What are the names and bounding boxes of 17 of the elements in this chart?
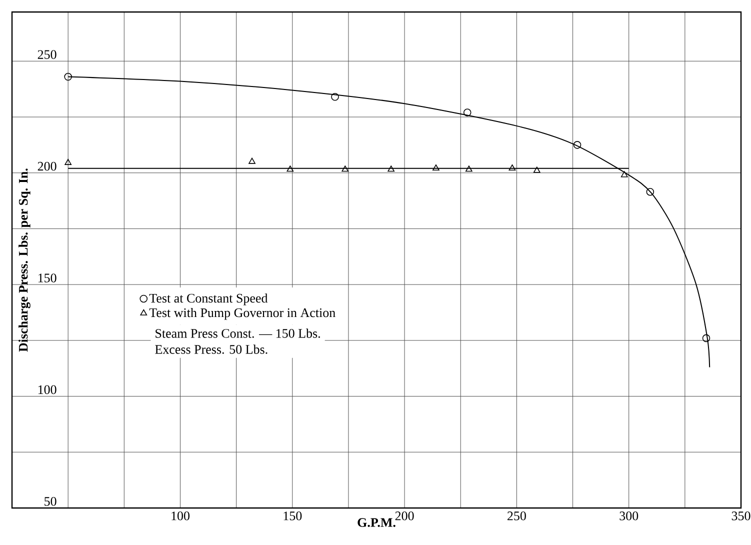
legend-label: Test with Pump Governor in Action — [149, 308, 336, 320]
y-tick-label: 50 — [44, 497, 56, 506]
x-tick-label: 200 — [395, 512, 414, 520]
x-tick-label: 300 — [620, 512, 638, 520]
x-tick-label: 100 — [172, 512, 190, 520]
x-tick-label: 350 — [732, 512, 750, 520]
annotation: Steam Press Const. — 150 Lbs. — [156, 328, 320, 338]
x-tick-label: 250 — [508, 512, 526, 520]
y-tick-label: 200 — [38, 162, 56, 171]
y-tick-label: 250 — [38, 50, 56, 59]
annotation: Excess Press. 50 Lbs. — [155, 344, 268, 354]
x-tick-label: 150 — [284, 512, 302, 520]
y-axis-title: Discharge Press. Lbs. per Sq. In. — [18, 168, 30, 352]
y-tick-label: 150 — [38, 274, 56, 282]
x-axis-title: G.P.M. — [358, 518, 396, 527]
legend-label: Test at Constant Speed — [149, 293, 268, 306]
y-tick-label: 100 — [38, 385, 56, 394]
